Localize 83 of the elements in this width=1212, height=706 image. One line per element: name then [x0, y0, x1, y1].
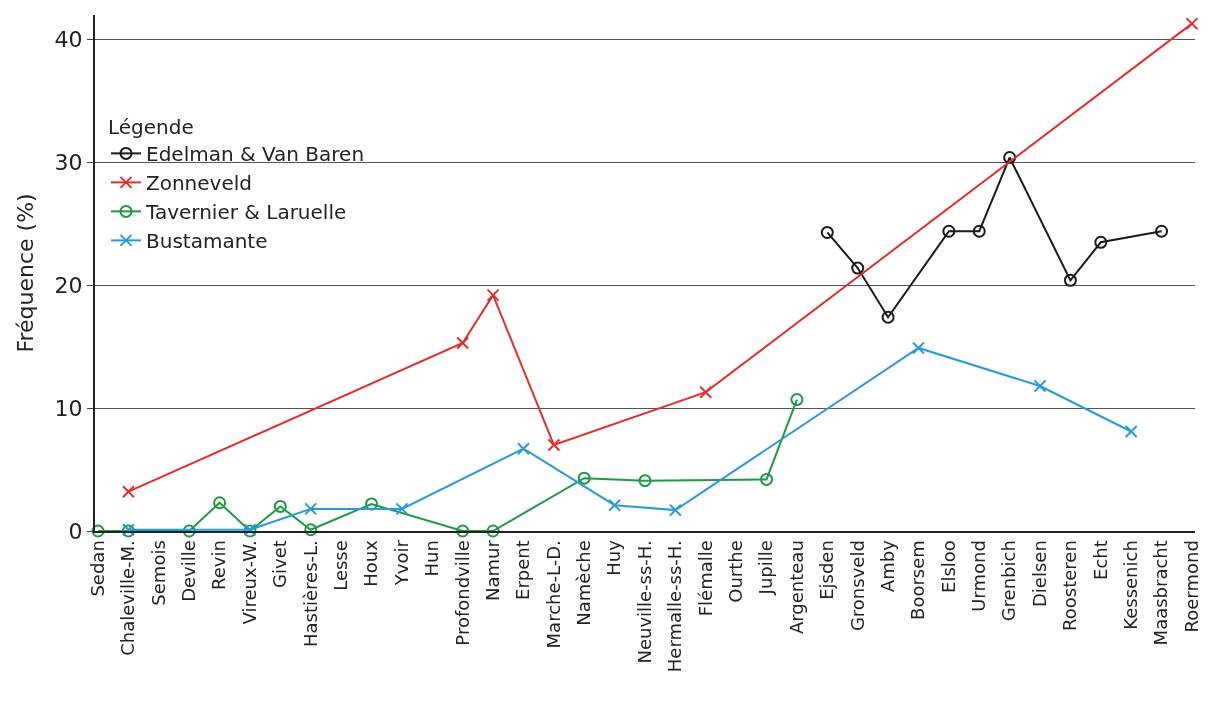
x-tick-label: Maasbracht	[1150, 540, 1172, 646]
x-tick-label: Dielsen	[1028, 540, 1050, 607]
point	[760, 472, 774, 486]
point	[1155, 224, 1169, 238]
x-tick-label: Gronsveld	[846, 540, 868, 632]
y-tick-label: 10	[54, 395, 83, 421]
point	[213, 496, 227, 510]
y-tick-label: 0	[68, 518, 83, 544]
point	[91, 524, 105, 538]
x-tick-label: Sedan	[86, 540, 108, 597]
x-tick-label: Ejsden	[816, 540, 838, 600]
x-tick-label: Jupille	[755, 540, 777, 596]
legend-label: Tavernier & Laruelle	[145, 200, 347, 225]
point	[395, 502, 409, 516]
point	[608, 498, 622, 512]
legend-title: Légende	[108, 114, 194, 139]
x-tick-label: Boorsem	[907, 540, 929, 620]
point	[486, 524, 500, 538]
x-tick-label: Hermalle-ss-H.	[664, 540, 686, 673]
x-tick-label: Roosteren	[1059, 540, 1081, 631]
x-tick-label: Kessenich	[1120, 540, 1142, 630]
x-tick-label: Hun	[421, 540, 443, 577]
x-tick-label: Echt	[1089, 540, 1111, 580]
legend-label: Bustamante	[146, 229, 268, 254]
x-tick-label: Urmond	[968, 540, 990, 612]
point	[1185, 17, 1199, 31]
x-tick-label: Vireux-W.	[238, 540, 260, 625]
x-tick-label: Neuville-ss-H.	[633, 540, 655, 664]
point	[942, 224, 956, 238]
point	[486, 288, 500, 302]
point	[304, 523, 318, 537]
y-tick-label: 30	[54, 150, 83, 176]
y-tick-label: 40	[54, 27, 83, 53]
point	[304, 502, 318, 516]
point	[851, 261, 865, 275]
point	[577, 471, 591, 485]
x-tick-label: Hastières-L.	[299, 540, 321, 647]
x-tick-label: Namur	[481, 539, 503, 602]
x-tick-label: Profondville	[451, 540, 473, 646]
x-tick-label: Semois	[147, 540, 169, 606]
x-tick-label: Namèche	[573, 540, 595, 626]
x-tick-label: Revin	[208, 540, 230, 591]
point	[1033, 379, 1047, 393]
point	[668, 503, 682, 517]
x-tick-label: Amby	[876, 539, 898, 593]
y-axis-title: Fréquence (%)	[12, 193, 38, 353]
x-tick-label: Marche-L-D.	[542, 540, 564, 649]
x-tick-label: Flémalle	[694, 540, 716, 617]
x-tick-label: Houx	[360, 539, 382, 587]
x-tick-label: Elsloo	[937, 540, 959, 593]
x-tick-label: Grenbich	[998, 540, 1020, 622]
y-tick-label: 20	[54, 272, 83, 298]
x-tick-label: Lesse	[329, 540, 351, 591]
legend-label: Edelman & Van Baren	[146, 142, 365, 167]
point	[365, 497, 379, 511]
point	[121, 485, 135, 499]
x-tick-label: Roermond	[1180, 540, 1202, 633]
point	[456, 524, 470, 538]
point	[547, 438, 561, 452]
x-tick-label: Deville	[178, 540, 200, 602]
point	[1094, 235, 1108, 249]
point	[790, 393, 804, 407]
x-tick-label: Argenteau	[785, 540, 807, 635]
x-tick-label: Erpent	[512, 540, 534, 600]
legend-label: Zonneveld	[146, 171, 252, 196]
point	[911, 341, 925, 355]
point	[972, 224, 986, 238]
point	[1124, 424, 1138, 438]
point	[881, 310, 895, 324]
point	[182, 524, 196, 538]
x-tick-label: Ourthe	[725, 540, 747, 603]
point	[699, 385, 713, 399]
point	[1063, 273, 1077, 287]
point	[1003, 151, 1017, 165]
point	[820, 225, 834, 239]
point	[273, 499, 287, 513]
point	[456, 336, 470, 350]
point	[638, 474, 652, 488]
point	[516, 442, 530, 456]
x-tick-label: Yvoir	[390, 539, 412, 587]
x-tick-label: Givet	[269, 540, 291, 588]
x-tick-label: Chaleville-M.	[117, 540, 139, 656]
x-tick-label: Huy	[603, 539, 625, 576]
